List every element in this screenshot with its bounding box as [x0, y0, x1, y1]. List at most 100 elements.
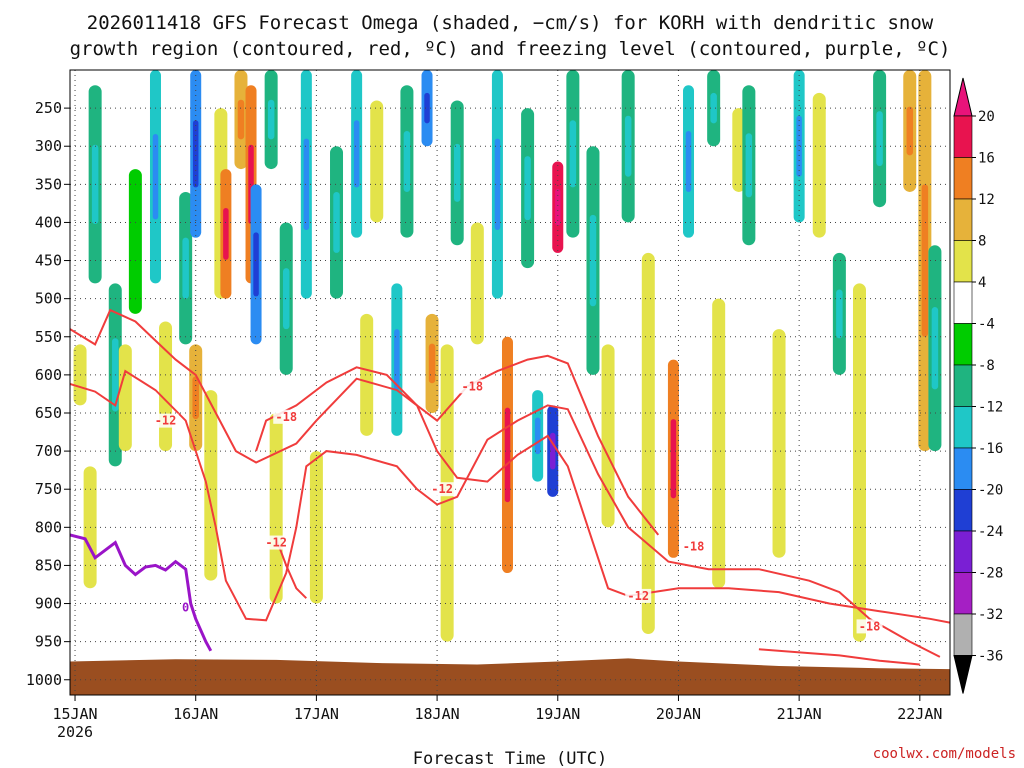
omega-cell — [601, 344, 615, 528]
y-tick-label: 900 — [35, 595, 62, 613]
grid-lines — [70, 70, 950, 695]
dgz-contour — [255, 354, 660, 536]
omega-cell-core — [494, 138, 501, 231]
omega-cell-core — [569, 120, 577, 188]
omega-cell-core — [267, 99, 275, 140]
contour-label-bg — [273, 409, 300, 424]
contour-label-bg — [459, 379, 486, 394]
omega-cell — [732, 108, 746, 192]
colorbar-swatch — [953, 406, 973, 449]
colorbar-swatch — [953, 530, 973, 573]
dgz-contour-label: -12 — [155, 414, 177, 428]
omega-cell-core — [921, 184, 929, 337]
colorbar-label: -20 — [978, 483, 1003, 499]
omega-cell-core — [453, 143, 461, 202]
omega-cell-core — [745, 133, 753, 198]
y-tick-label: 450 — [35, 252, 62, 270]
credit-text: coolwx.com/models — [873, 746, 1016, 762]
y-tick-label: 600 — [35, 366, 62, 384]
omega-cell-core — [428, 343, 436, 384]
omega-cell-core — [223, 207, 229, 260]
omega-cell — [118, 344, 132, 452]
omega-cell-core — [710, 92, 717, 124]
dgz-contour — [70, 308, 950, 624]
omega-cell-core — [237, 99, 245, 140]
colorbar-label: 16 — [978, 151, 995, 167]
omega-cell — [159, 321, 173, 452]
omega-cell-core — [524, 156, 531, 221]
terrain-fill — [70, 658, 950, 695]
colorbar-label: -36 — [978, 649, 1003, 665]
colorbar-label: -28 — [978, 566, 1003, 582]
omega-cell-core — [931, 307, 939, 390]
colorbar-swatch — [953, 364, 973, 407]
y-tick-label: 750 — [35, 480, 62, 498]
colorbar-label: -4 — [978, 317, 995, 333]
omega-cell-core — [152, 134, 159, 220]
omega-cell-core — [555, 188, 561, 226]
omega-cell-core — [192, 120, 199, 188]
colorbar-bottom-arrow — [953, 655, 973, 694]
omega-cell-core — [333, 191, 340, 253]
chart-title-line-1: 2026011418 GFS Forecast Omega (shaded, −… — [87, 12, 934, 34]
omega-cell — [772, 329, 786, 558]
colorbar-label: 12 — [978, 192, 995, 208]
colorbar-swatch — [953, 613, 973, 656]
y-tick-label: 500 — [35, 290, 62, 308]
y-tick-label: 700 — [35, 442, 62, 460]
x-tick-label: 16JAN — [173, 705, 218, 723]
colorbar-label: 20 — [978, 109, 995, 125]
colorbar-swatch — [953, 198, 973, 241]
omega-cell-core — [624, 115, 632, 177]
y-tick-label: 250 — [35, 99, 62, 117]
omega-cell-core — [685, 130, 692, 192]
omega-cell-core — [589, 214, 597, 307]
contour-label-bg — [263, 535, 290, 550]
x-tick-label: 17JAN — [294, 705, 339, 723]
contour-label-bg — [152, 413, 179, 428]
x-tick-label: 18JAN — [415, 705, 460, 723]
colorbar-swatch — [953, 447, 973, 490]
dgz-contour-label: -18 — [683, 539, 705, 553]
dgz-contour-label: -12 — [431, 482, 453, 496]
omega-cell-core — [182, 237, 189, 299]
dgz-contour — [275, 538, 308, 599]
x-tick-label: 19JAN — [535, 705, 580, 723]
omega-cell — [360, 313, 374, 436]
omega-cell — [128, 169, 142, 314]
colorbar-label: -12 — [978, 400, 1003, 416]
x-tick-label: 21JAN — [777, 705, 822, 723]
y-tick-label: 800 — [35, 518, 62, 536]
colorbar: 20 16 12 8 4 -4 -8 -12 -16 -20 -24 -28 -32 -36 — [953, 77, 1003, 694]
dgz-contour-label: -12 — [627, 589, 649, 603]
x-tick-label: 15JAN — [52, 705, 97, 723]
freezing-level-contour — [70, 533, 213, 652]
omega-cell-core — [876, 111, 883, 167]
colorbar-swatch — [953, 115, 973, 158]
y-tick-label: 850 — [35, 556, 62, 574]
x-axis-title: Forecast Time (UTC) — [413, 749, 607, 768]
colorbar-swatch — [953, 157, 973, 200]
y-tick-label: 400 — [35, 213, 62, 231]
colorbar-top-arrow — [953, 77, 973, 117]
omega-cell — [712, 298, 726, 589]
dgz-contour-label: -18 — [275, 410, 297, 424]
colorbar-label: 8 — [978, 234, 986, 250]
y-axis: 250 300 350 400 450 500 550 600 650 700 750 800 850 9… — [26, 99, 70, 689]
omega-cell-core — [394, 329, 400, 391]
y-tick-label: 650 — [35, 404, 62, 422]
omega-cell — [812, 92, 826, 238]
omega-cell — [269, 412, 283, 604]
omega-cell-core — [504, 407, 511, 503]
omega-cell-core — [534, 417, 541, 455]
omega-cell — [309, 451, 323, 604]
plot-frame — [69, 69, 951, 696]
omega-cell — [370, 100, 384, 223]
colorbar-swatch — [953, 489, 973, 532]
temperature-contours: -12 -18 -12 -18 -12 -12 -18 -18 0 — [70, 308, 950, 666]
chart-title-line-2: growth region (contoured, red, ºC) and f… — [70, 38, 951, 60]
colorbar-label: -32 — [978, 607, 1003, 623]
x-tick-label: 20JAN — [656, 705, 701, 723]
